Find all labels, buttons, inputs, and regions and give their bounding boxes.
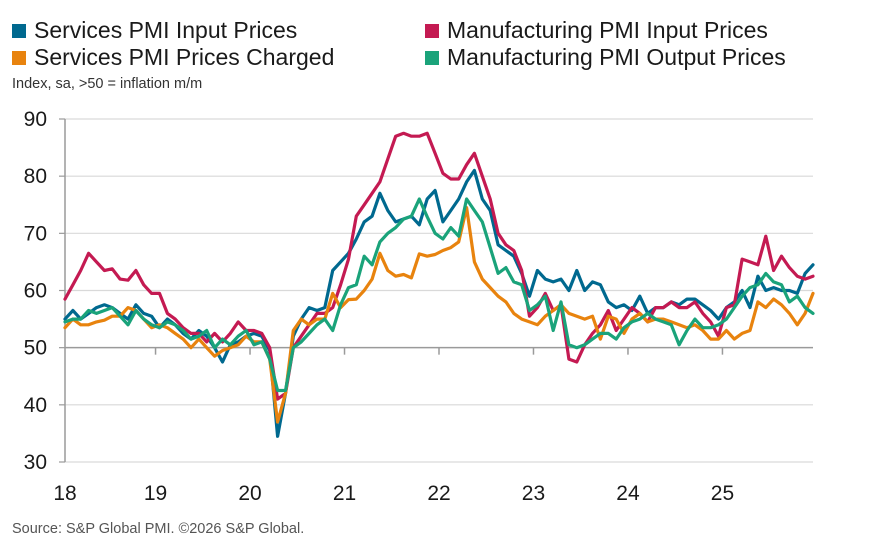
- x-tick-label: 21: [333, 482, 356, 505]
- y-tick-label: 60: [24, 280, 47, 303]
- x-tick-label: 18: [53, 482, 76, 505]
- x-tick-label: 24: [616, 482, 640, 505]
- x-tick-label: 20: [238, 482, 261, 505]
- legend-label: Manufacturing PMI Output Prices: [447, 44, 786, 70]
- x-tick-label: 22: [427, 482, 450, 505]
- legend-item-services-charged: Services PMI Prices Charged: [12, 44, 334, 71]
- y-tick-label: 70: [24, 222, 47, 245]
- legend-label: Services PMI Prices Charged: [34, 44, 335, 70]
- series-line-manufacturing-pmi-output-prices: [63, 197, 815, 393]
- legend-label: Services PMI Input Prices: [34, 17, 298, 43]
- series-line-services-pmi-prices-charged: [63, 206, 815, 424]
- legend-item-manufacturing-output: Manufacturing PMI Output Prices: [425, 44, 786, 71]
- x-tick-label: 23: [522, 482, 545, 505]
- legend-item-manufacturing-input: Manufacturing PMI Input Prices: [425, 17, 768, 44]
- legend-swatch: [12, 50, 26, 65]
- y-tick-label: 80: [24, 165, 47, 188]
- x-tick-label: 19: [144, 482, 167, 505]
- legend-item-services-input: Services PMI Input Prices: [12, 17, 297, 44]
- chart-subtitle: Index, sa, >50 = inflation m/m: [12, 76, 203, 92]
- y-tick-label: 90: [24, 108, 47, 131]
- y-tick-label: 50: [24, 337, 47, 360]
- y-tick-label: 40: [24, 394, 47, 417]
- legend-swatch: [425, 23, 439, 38]
- series-line-manufacturing-pmi-input-prices: [63, 131, 815, 401]
- y-tick-label: 30: [24, 451, 47, 474]
- legend-swatch: [425, 50, 439, 65]
- source-note: Source: S&P Global PMI. ©2026 S&P Global…: [12, 521, 305, 537]
- legend-label: Manufacturing PMI Input Prices: [447, 17, 768, 43]
- legend-swatch: [12, 23, 26, 38]
- series-line-services-pmi-input-prices: [63, 168, 815, 438]
- x-tick-label: 25: [711, 482, 734, 505]
